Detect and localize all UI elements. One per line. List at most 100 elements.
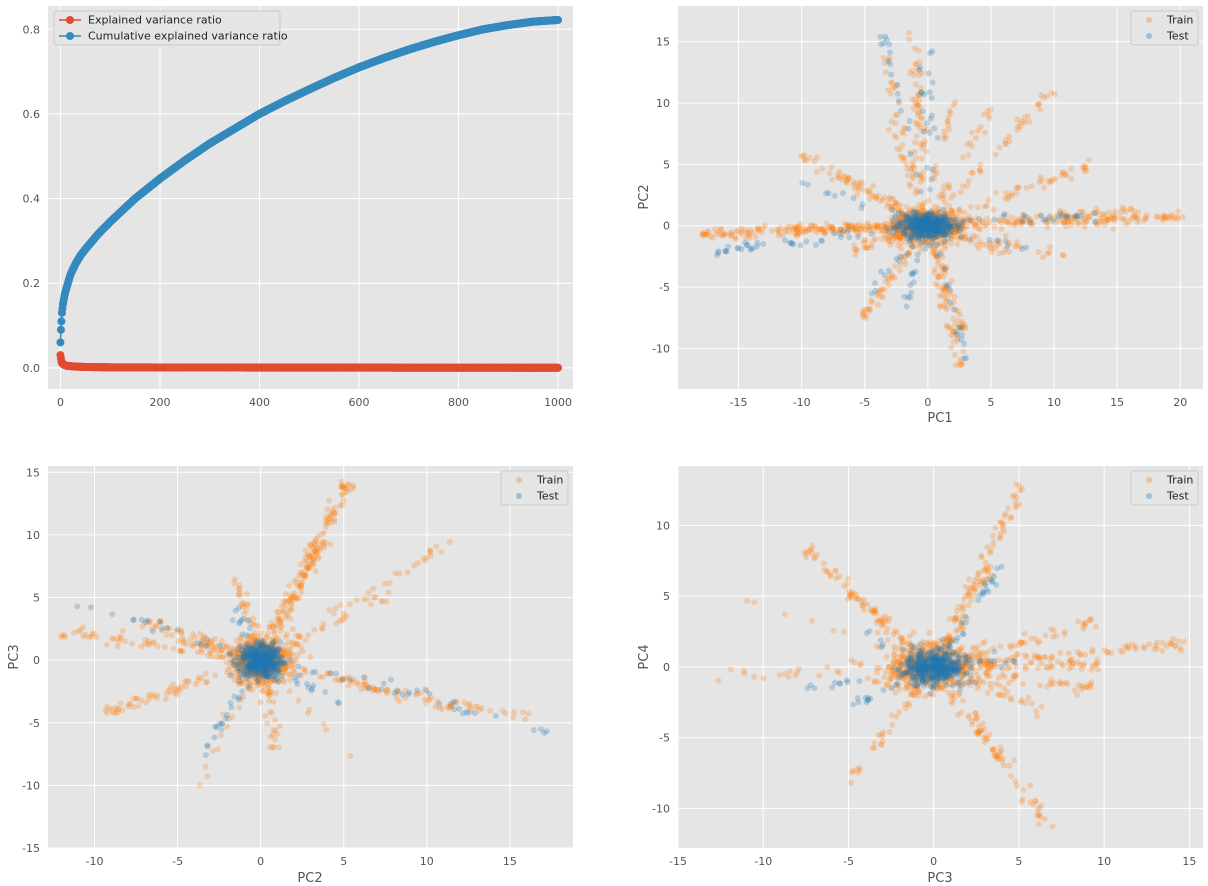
point-train <box>1002 195 1009 202</box>
point-test <box>868 230 875 237</box>
point-test <box>929 166 936 173</box>
point-train <box>902 218 909 225</box>
point-train <box>1110 226 1117 233</box>
point-train <box>142 640 149 647</box>
point-train <box>923 209 930 216</box>
point-train <box>901 225 908 232</box>
point-train <box>313 548 320 555</box>
point-train <box>868 297 875 304</box>
point-train <box>894 230 901 237</box>
point-train <box>910 219 917 226</box>
point-test <box>872 280 879 287</box>
point-train <box>902 226 909 233</box>
point-train <box>937 302 944 309</box>
point-test <box>941 238 948 245</box>
point-train <box>924 225 931 232</box>
point-train <box>902 261 909 268</box>
y-tick-label: 0.4 <box>23 193 41 206</box>
point-train <box>923 212 930 219</box>
point-test <box>804 181 811 188</box>
point-train <box>933 211 940 218</box>
point-train <box>307 541 314 548</box>
point-test <box>803 238 810 245</box>
point-train <box>903 229 909 236</box>
point-train <box>223 659 230 665</box>
point-train <box>945 184 952 191</box>
point-train <box>918 221 925 228</box>
point-train <box>931 224 938 231</box>
point-train <box>1119 204 1126 211</box>
point-train <box>346 601 353 608</box>
point-train <box>928 224 935 231</box>
point-train <box>915 233 922 240</box>
point-train <box>878 294 885 301</box>
point-train <box>886 225 893 232</box>
point-train <box>330 509 337 516</box>
point-train <box>914 232 921 239</box>
point-test <box>1091 210 1098 217</box>
point-train <box>903 214 910 221</box>
point-train <box>1085 156 1092 163</box>
point-train <box>946 126 953 133</box>
point-train <box>959 154 966 161</box>
point-train <box>885 87 892 94</box>
point-train <box>287 645 294 652</box>
point-test <box>961 340 968 347</box>
point-train <box>277 617 284 624</box>
point-train <box>935 214 942 221</box>
point-train <box>328 519 335 526</box>
point-test <box>908 271 915 278</box>
point-train <box>968 143 975 150</box>
point-train <box>932 228 939 235</box>
point-train <box>896 228 903 235</box>
x-tick-label: 15 <box>1110 396 1124 409</box>
point-train <box>370 585 377 592</box>
point-test <box>959 331 966 338</box>
point-train <box>1104 217 1111 224</box>
point-train <box>109 635 116 642</box>
point-train <box>1021 114 1028 121</box>
point-train <box>910 228 917 235</box>
point-train <box>983 202 990 209</box>
data-point <box>57 317 66 326</box>
point-train <box>925 221 932 228</box>
point-test <box>927 115 934 122</box>
point-train <box>922 212 929 219</box>
point-train <box>922 221 929 228</box>
point-train <box>813 169 820 176</box>
x-tick-label: -10 <box>793 396 811 409</box>
point-train <box>922 235 929 242</box>
point-train <box>909 225 916 232</box>
point-train <box>926 226 933 233</box>
point-train <box>983 215 990 222</box>
point-test <box>946 299 953 306</box>
point-train <box>884 237 891 244</box>
point-train <box>941 219 948 226</box>
point-train <box>954 214 961 221</box>
legend-swatch-marker <box>1146 17 1152 23</box>
point-train <box>917 178 924 185</box>
point-train <box>1026 118 1033 125</box>
point-train <box>1035 101 1042 108</box>
point-train <box>719 232 726 239</box>
point-train <box>257 630 264 637</box>
point-train <box>1003 190 1010 197</box>
point-test <box>941 265 948 272</box>
point-train <box>899 226 906 233</box>
x-tick-label: 0 <box>57 396 64 409</box>
point-train <box>1179 214 1186 221</box>
point-train <box>1101 211 1108 218</box>
point-train <box>866 308 873 315</box>
point-train <box>924 239 931 246</box>
point-test <box>850 195 857 202</box>
point-train <box>911 226 918 233</box>
point-train <box>950 315 957 322</box>
point-train <box>942 221 949 228</box>
point-train <box>949 207 956 214</box>
point-train <box>1035 248 1042 255</box>
point-test <box>943 281 950 288</box>
point-test <box>831 192 838 199</box>
point-train <box>929 215 936 222</box>
point-train <box>908 226 915 233</box>
